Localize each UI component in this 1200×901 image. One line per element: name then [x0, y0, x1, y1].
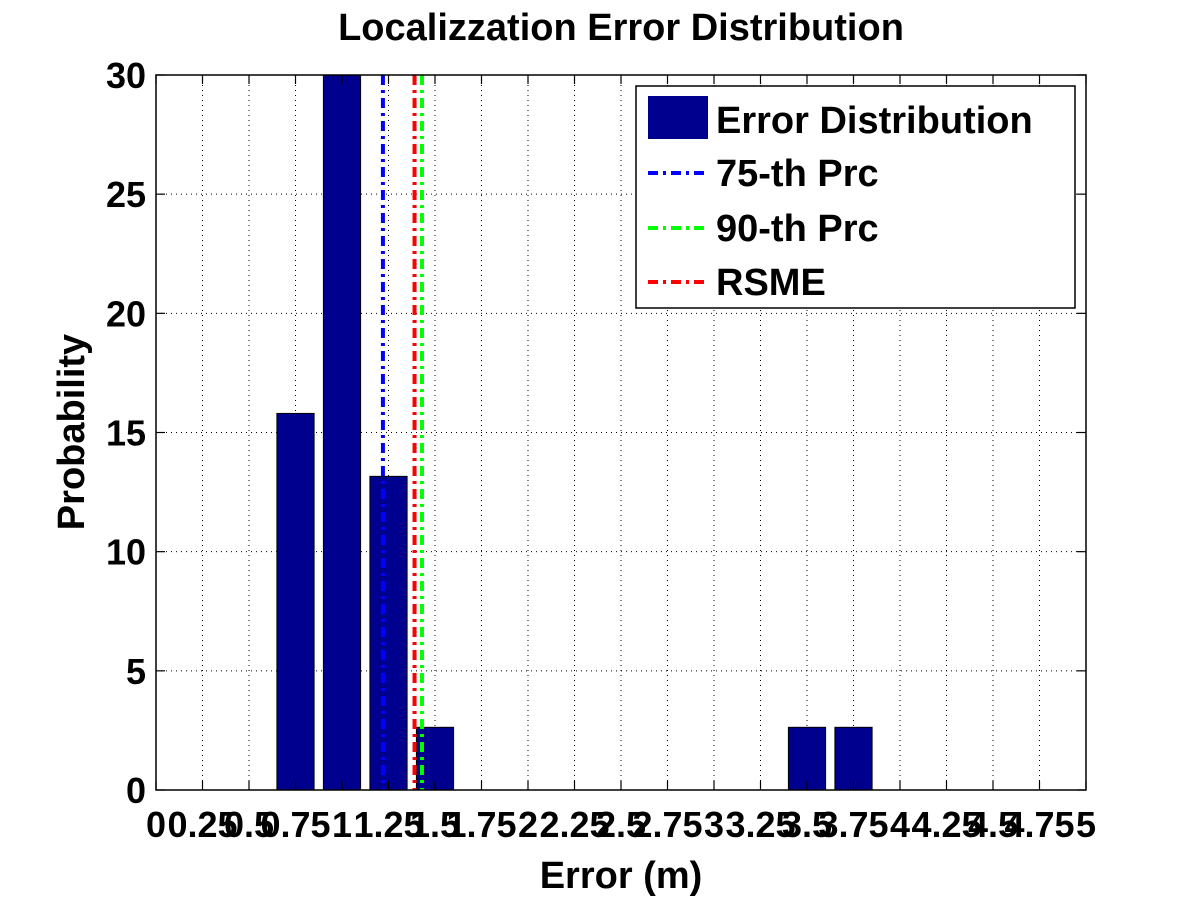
legend-box — [635, 85, 1076, 309]
y-tick-label: 30 — [106, 55, 146, 96]
x-tick-label: 3.25 — [725, 804, 795, 845]
legend-swatch-error-distribution — [648, 96, 708, 139]
x-tick-label: 2.75 — [632, 804, 702, 845]
x-tick-label: 0 — [146, 804, 166, 845]
x-axis-ticks: 0 0.250.50.75 1 1.251.51.75 2 2.252.52.75 3 3.2… — [146, 75, 1096, 845]
legend-label-error-distribution: Error Distribution — [716, 100, 1033, 142]
x-tick-label: 4 — [890, 804, 910, 845]
x-tick-label: 4.75 — [1004, 804, 1074, 845]
x-tick-label: 4.25 — [911, 804, 981, 845]
x-tick-label: 3.75 — [818, 804, 888, 845]
chart-title: Localizzation Error Distribution — [338, 7, 904, 49]
y-axis-ticks: 0 5 10 15 20 25 30 — [106, 55, 1086, 811]
x-tick-label: 0.25 — [167, 804, 237, 845]
reference-lines — [380, 75, 424, 790]
x-axis-label: Error (m) — [540, 855, 703, 897]
x-tick-label: 3 — [704, 804, 724, 845]
x-tick-label: 0.75 — [260, 804, 330, 845]
bar — [369, 475, 408, 791]
bar — [276, 412, 315, 791]
x-tick-label: 0.5 — [224, 804, 274, 845]
x-tick-label: 2 — [518, 804, 538, 845]
x-tick-label: 2.25 — [539, 804, 609, 845]
x-tick-label: 5 — [1076, 804, 1096, 845]
legend: Error Distribution 75-th Prc 90-th Prc R… — [635, 85, 1076, 309]
x-tick-label: 3.5 — [782, 804, 832, 845]
x-tick-label: 1.25 — [353, 804, 423, 845]
bar — [322, 74, 362, 791]
legend-label-75th-prc: 75-th Prc — [716, 153, 879, 195]
y-tick-label: 10 — [106, 532, 146, 573]
y-axis-label: Probability — [51, 334, 93, 530]
y-tick-label: 20 — [106, 293, 146, 334]
x-tick-label: 4.5 — [968, 804, 1018, 845]
legend-label-rsme: RSME — [716, 262, 826, 304]
x-tick-label: 1.75 — [446, 804, 516, 845]
y-tick-label: 5 — [126, 651, 146, 692]
y-tick-label: 0 — [126, 770, 146, 811]
x-tick-label: 2.5 — [596, 804, 646, 845]
y-tick-label: 15 — [106, 413, 146, 454]
bar — [834, 726, 873, 791]
x-tick-label: 1.5 — [410, 804, 460, 845]
y-tick-label: 25 — [106, 174, 146, 215]
legend-label-90th-prc: 90-th Prc — [716, 208, 879, 250]
bar — [787, 726, 827, 791]
x-tick-label: 1 — [332, 804, 352, 845]
